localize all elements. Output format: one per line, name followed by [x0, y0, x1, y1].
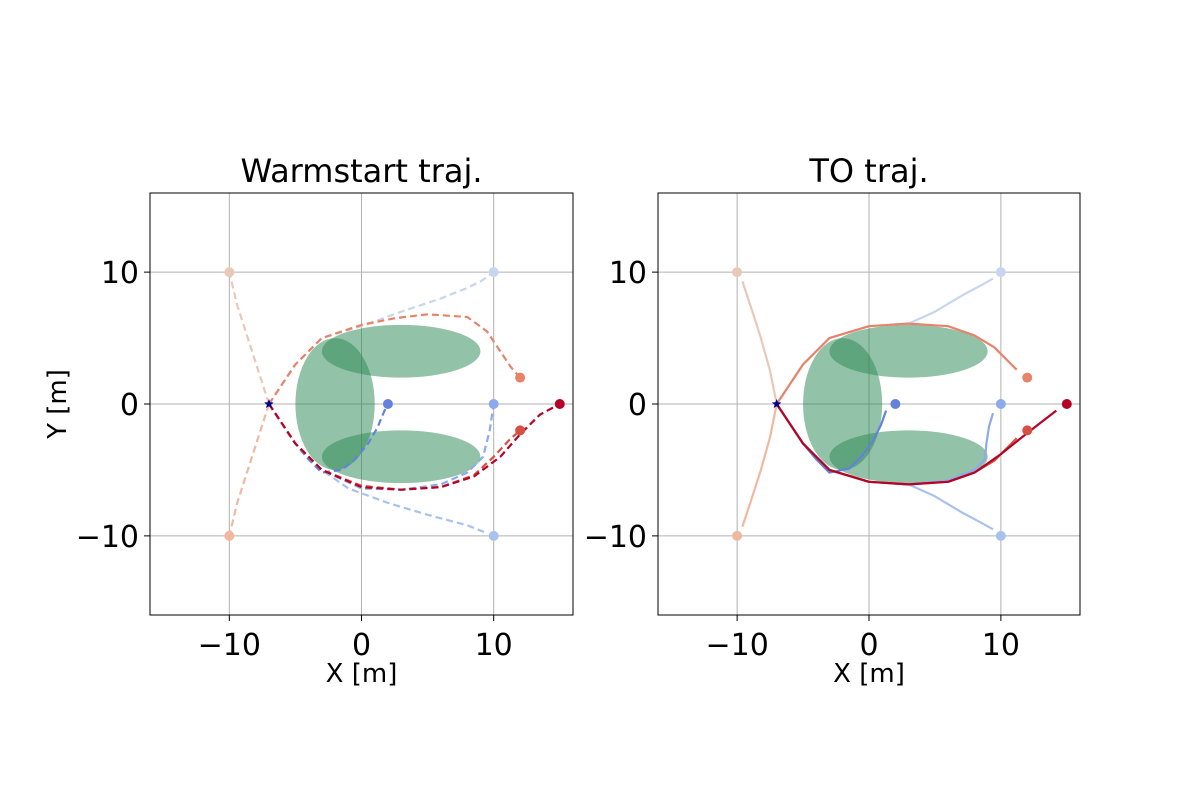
y-axis-label: Y [m]	[43, 369, 73, 440]
goal-marker	[995, 267, 1006, 278]
start-marker	[771, 399, 782, 408]
goal-marker	[488, 530, 499, 541]
goal-marker	[732, 267, 743, 278]
goal-marker	[515, 372, 526, 383]
goal-marker	[1022, 372, 1033, 383]
goal-marker	[995, 399, 1006, 409]
goal-marker	[995, 530, 1006, 541]
goal-marker	[554, 399, 565, 409]
goal-marker	[224, 530, 235, 541]
goal-marker	[515, 425, 526, 436]
start-marker	[264, 399, 274, 408]
x-tick-label: 10	[475, 628, 513, 663]
trajectory-line	[741, 403, 778, 527]
obstacle-ellipse	[295, 338, 375, 470]
goal-marker	[224, 267, 235, 278]
goal-marker	[488, 399, 499, 409]
goal-marker	[1061, 399, 1072, 409]
goal-marker	[488, 267, 499, 278]
goal-marker	[732, 530, 743, 541]
obstacle-ellipse	[803, 338, 883, 470]
goal-marker	[1022, 425, 1033, 436]
y-tick-label: 10	[101, 256, 139, 291]
x-tick-label: 0	[859, 628, 878, 663]
trajectory-line	[741, 281, 778, 405]
chart-title: TO traj.	[808, 152, 928, 190]
y-tick-label: 0	[628, 388, 647, 423]
trajectory-line	[775, 322, 1018, 405]
trajectory-line	[775, 403, 1057, 486]
x-tick-label: 0	[352, 628, 371, 663]
obstacles	[803, 324, 988, 484]
panel-to: −10 0 10 −10 0 10 TO traj. X [m]	[584, 152, 1081, 689]
x-axis-label: X [m]	[326, 659, 398, 689]
y-tick-label: 10	[609, 256, 647, 291]
y-tick-label: −10	[76, 520, 139, 555]
trajectory-line	[228, 403, 271, 537]
x-tick-label: −10	[705, 628, 768, 663]
trajectories	[741, 277, 1057, 531]
panel-warmstart: −10 0 10 −10 0 10 Warmstart traj. X [m] Y [m]	[43, 152, 574, 689]
x-axis-label: X [m]	[833, 659, 905, 689]
y-tick-label: −10	[584, 520, 647, 555]
chart-title: Warmstart traj.	[240, 152, 482, 190]
trajectory-line	[228, 271, 271, 405]
trajectory-line	[268, 313, 521, 405]
x-tick-label: −10	[198, 628, 261, 663]
y-tick-label: 0	[120, 388, 139, 423]
obstacles	[295, 324, 481, 484]
goal-marker	[382, 399, 393, 409]
goal-marker	[890, 399, 901, 409]
x-tick-label: 10	[982, 628, 1020, 663]
